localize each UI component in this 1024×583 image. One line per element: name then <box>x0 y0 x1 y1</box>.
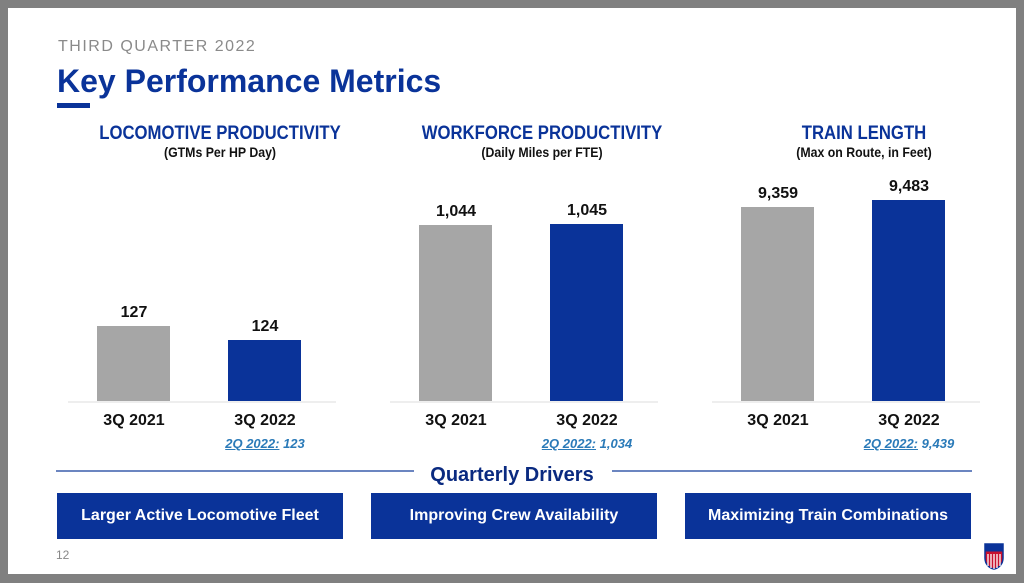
driver-box-1: Larger Active Locomotive Fleet <box>57 493 343 539</box>
divider-right <box>612 470 972 472</box>
chart-title-text: TRAIN LENGTH <box>801 123 927 144</box>
data-label: 1,044 <box>435 203 477 220</box>
category-label: 3Q 2021 <box>103 412 165 429</box>
bar-current <box>550 224 623 401</box>
category-label: 3Q 2022 <box>556 412 618 429</box>
data-label: 9,359 <box>757 185 799 203</box>
title-accent-bar <box>57 103 90 108</box>
comparison-value: 123 <box>283 436 305 451</box>
slide: THIRD QUARTER 2022 Key Performance Metri… <box>8 8 1016 574</box>
driver-box-3: Maximizing Train Combinations <box>685 493 971 539</box>
chart-subtitle: (Daily Miles per FTE) <box>481 144 603 160</box>
bar-prior <box>741 207 814 401</box>
category-label: 3Q 2021 <box>425 412 487 429</box>
category-label: 3Q 2021 <box>747 412 809 429</box>
data-label: 1,045 <box>566 202 608 219</box>
chart-title-text: WORKFORCE PRODUCTIVITY <box>421 123 663 144</box>
chart-baseline <box>390 401 658 403</box>
comparison-label: 2Q 2022: <box>863 436 919 451</box>
data-label: 9,483 <box>888 178 930 196</box>
chart-baseline <box>712 401 980 403</box>
driver-box-2: Improving Crew Availability <box>371 493 657 539</box>
chart-title: LOCOMOTIVE PRODUCTIVITY (GTMs Per HP Day) <box>88 124 352 161</box>
category-label: 3Q 2022 <box>878 412 940 429</box>
category-label: 3Q 2022 <box>234 412 296 429</box>
comparison-label: 2Q 2022: <box>225 436 280 451</box>
slide-subtitle: THIRD QUARTER 2022 <box>58 38 257 55</box>
slide-title: Key Performance Metrics <box>57 63 442 99</box>
chart-baseline <box>68 401 336 403</box>
divider-left <box>56 470 414 472</box>
bar-prior <box>97 326 170 401</box>
comparison-value: 9,439 <box>921 436 955 451</box>
comparison-note: 2Q 2022: 9,439 <box>839 436 979 451</box>
drivers-heading: Quarterly Drivers <box>430 464 594 486</box>
chart-subtitle: (Max on Route, in Feet) <box>796 144 932 160</box>
comparison-value: 1,034 <box>599 436 633 451</box>
comparison-note: 2Q 2022: 1,034 <box>517 436 657 451</box>
union-pacific-shield-logo <box>984 543 1004 570</box>
data-label: 124 <box>251 318 279 336</box>
bar-current <box>872 200 945 401</box>
bar-prior <box>419 225 492 401</box>
page-number: 12 <box>56 548 70 562</box>
bar-current <box>228 340 301 401</box>
data-label: 127 <box>120 304 148 322</box>
chart-subtitle: (GTMs Per HP Day) <box>163 144 277 160</box>
chart-title-text: LOCOMOTIVE PRODUCTIVITY <box>99 123 341 144</box>
chart-title: TRAIN LENGTH (Max on Route, in Feet) <box>732 124 996 161</box>
comparison-note: 2Q 2022: 123 <box>195 436 335 451</box>
comparison-label: 2Q 2022: <box>541 436 597 451</box>
chart-title: WORKFORCE PRODUCTIVITY (Daily Miles per F… <box>410 124 674 161</box>
